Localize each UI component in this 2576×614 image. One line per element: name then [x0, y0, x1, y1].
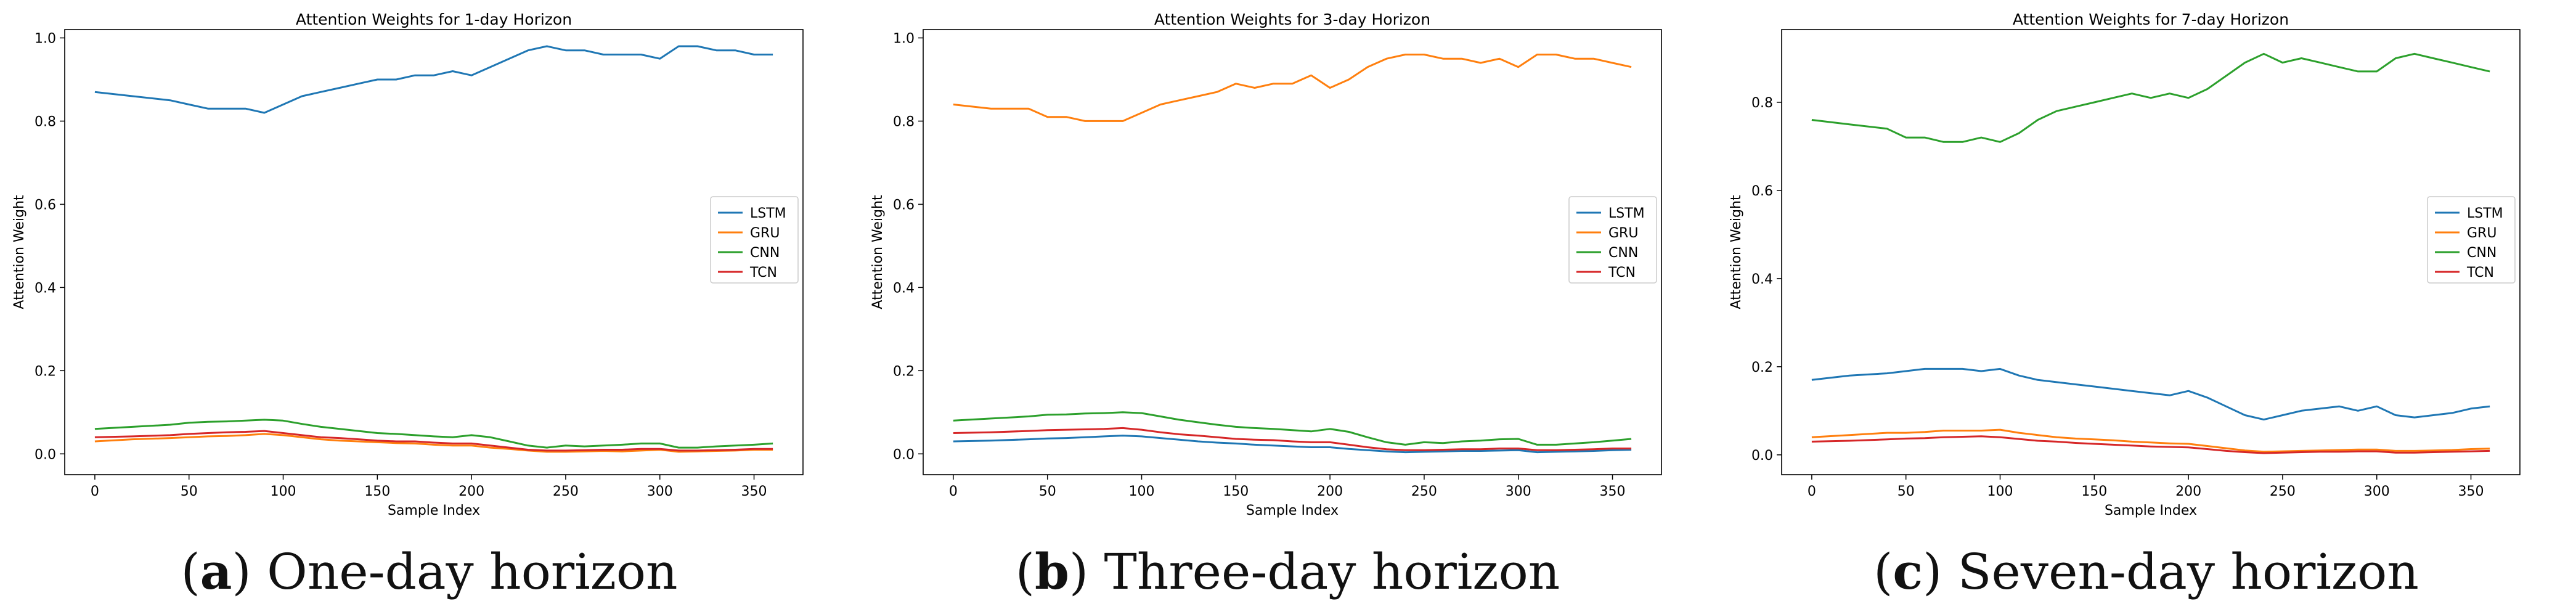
series-line-cnn [94, 419, 773, 449]
subfigure-b: Attention Weights for 3-day Horizon 0 50 10… [858, 0, 1717, 614]
legend-label: CNN [2467, 245, 2497, 261]
plot-frame [923, 29, 1662, 475]
legend-box [2427, 196, 2516, 284]
x-axis-label: Sample Index [2105, 503, 2197, 518]
legend-label: LSTM [750, 206, 786, 221]
x-tick-label: 250 [553, 484, 579, 499]
x-axis-label: Sample Index [388, 503, 480, 518]
legend-label: TCN [2466, 265, 2494, 280]
caption-letter: c [1893, 542, 1923, 600]
x-tick-label: 0 [949, 484, 958, 499]
legend-label: CNN [750, 245, 780, 261]
x-tick-label: 200 [2175, 484, 2201, 499]
legend-label: LSTM [1608, 206, 1645, 221]
subfigure-a: Attention Weights for 1-day Horizon 0 50 10… [0, 0, 858, 614]
x-tick-label: 0 [91, 484, 99, 499]
y-tick-label: 1.0 [893, 31, 915, 46]
series-line-cnn [1811, 52, 2490, 143]
x-tick-label: 250 [1411, 484, 1437, 499]
x-tick-label: 350 [1600, 484, 1626, 499]
y-tick-label: 0.2 [35, 364, 56, 379]
legend-label: GRU [2467, 226, 2497, 241]
legend-label: LSTM [2467, 206, 2503, 221]
attention-chart-3-day: Attention Weights for 3-day Horizon 0 50 10… [870, 10, 1662, 518]
attention-chart-1-day: Attention Weights for 1-day Horizon 0 50 10… [12, 10, 804, 518]
series-line-gru [94, 433, 773, 453]
x-tick-label: 50 [1897, 484, 1915, 499]
x-tick-label: 300 [647, 484, 673, 499]
y-tick-label: 0.6 [35, 197, 56, 213]
caption-text: Seven-day horizon [1957, 543, 2419, 600]
y-axis-label: Attention Weight [12, 195, 27, 309]
legend: LSTM GRU CNN TCN [2427, 196, 2516, 284]
y-tick-label: 0.0 [35, 447, 56, 462]
x-tick-label: 100 [1987, 484, 2013, 499]
x-tick-label: 300 [1506, 484, 1531, 499]
x-tick-label: 200 [459, 484, 484, 499]
x-tick-label: 100 [1129, 484, 1155, 499]
legend-label: GRU [750, 226, 780, 241]
x-tick-label: 250 [2270, 484, 2296, 499]
x-tick-label: 150 [2081, 484, 2107, 499]
y-tick-label: 0.4 [893, 280, 915, 296]
legend: LSTM GRU CNN TCN [1568, 196, 1657, 284]
chart-title: Attention Weights for 1-day Horizon [296, 10, 572, 28]
legend-label: CNN [1608, 245, 1638, 261]
y-tick-label: 0.0 [1751, 448, 1773, 464]
y-axis-label: Attention Weight [1729, 195, 1744, 309]
x-tick-label: 100 [271, 484, 296, 499]
x-tick-label: 350 [741, 484, 767, 499]
x-tick-label: 150 [364, 484, 390, 499]
plot-frame [1781, 29, 2521, 475]
x-tick-label: 50 [1039, 484, 1056, 499]
x-tick-label: 0 [1808, 484, 1816, 499]
y-tick-label: 0.4 [35, 280, 56, 296]
series-line-gru [953, 54, 1632, 122]
caption-b: (b) Three-day horizon [1015, 542, 1560, 600]
subfigure-c: Attention Weights for 7-day Horizon 0 50 10… [1717, 0, 2575, 614]
chart-title: Attention Weights for 3-day Horizon [1154, 10, 1430, 28]
caption-letter: a [200, 542, 232, 600]
series-line-tcn [1811, 435, 2490, 454]
y-tick-label: 0.8 [35, 114, 56, 129]
x-tick-label: 200 [1317, 484, 1343, 499]
caption-letter: b [1034, 542, 1069, 600]
series-line-lstm [953, 435, 1632, 454]
series-line-lstm [94, 45, 773, 114]
series-line-cnn [953, 411, 1632, 446]
caption-a: (a) One-day horizon [181, 542, 678, 600]
caption-text: One-day horizon [267, 543, 678, 600]
y-tick-label: 0.0 [893, 447, 915, 462]
series-line-tcn [94, 430, 773, 452]
y-tick-label: 0.8 [893, 114, 915, 129]
attention-chart-7-day: Attention Weights for 7-day Horizon 0 50 10… [1729, 10, 2521, 518]
y-tick-label: 0.2 [893, 364, 915, 379]
legend-box [710, 196, 799, 284]
plot-frame [64, 29, 804, 475]
y-tick-label: 0.4 [1751, 272, 1773, 287]
x-tick-label: 350 [2458, 484, 2484, 499]
x-axis-label: Sample Index [1246, 503, 1339, 518]
series-line-tcn [953, 427, 1632, 451]
x-tick-label: 50 [181, 484, 198, 499]
x-tick-label: 150 [1223, 484, 1249, 499]
y-tick-label: 0.6 [893, 197, 915, 213]
caption-c: (c) Seven-day horizon [1873, 542, 2419, 600]
series-line-gru [1811, 428, 2490, 453]
y-axis-label: Attention Weight [870, 195, 886, 309]
chart-title: Attention Weights for 7-day Horizon [2013, 10, 2289, 28]
legend-label: TCN [749, 265, 777, 280]
legend: LSTM GRU CNN TCN [710, 196, 799, 284]
y-tick-label: 0.8 [1751, 96, 1773, 111]
y-tick-label: 0.6 [1751, 184, 1773, 199]
legend-label: GRU [1608, 226, 1638, 241]
x-tick-label: 300 [2364, 484, 2390, 499]
legend-box [1568, 196, 1657, 284]
caption-text: Three-day horizon [1104, 543, 1560, 600]
series-line-lstm [1811, 367, 2490, 421]
legend-label: TCN [1608, 265, 1636, 280]
y-tick-label: 0.2 [1751, 360, 1773, 375]
y-tick-label: 1.0 [35, 31, 56, 46]
